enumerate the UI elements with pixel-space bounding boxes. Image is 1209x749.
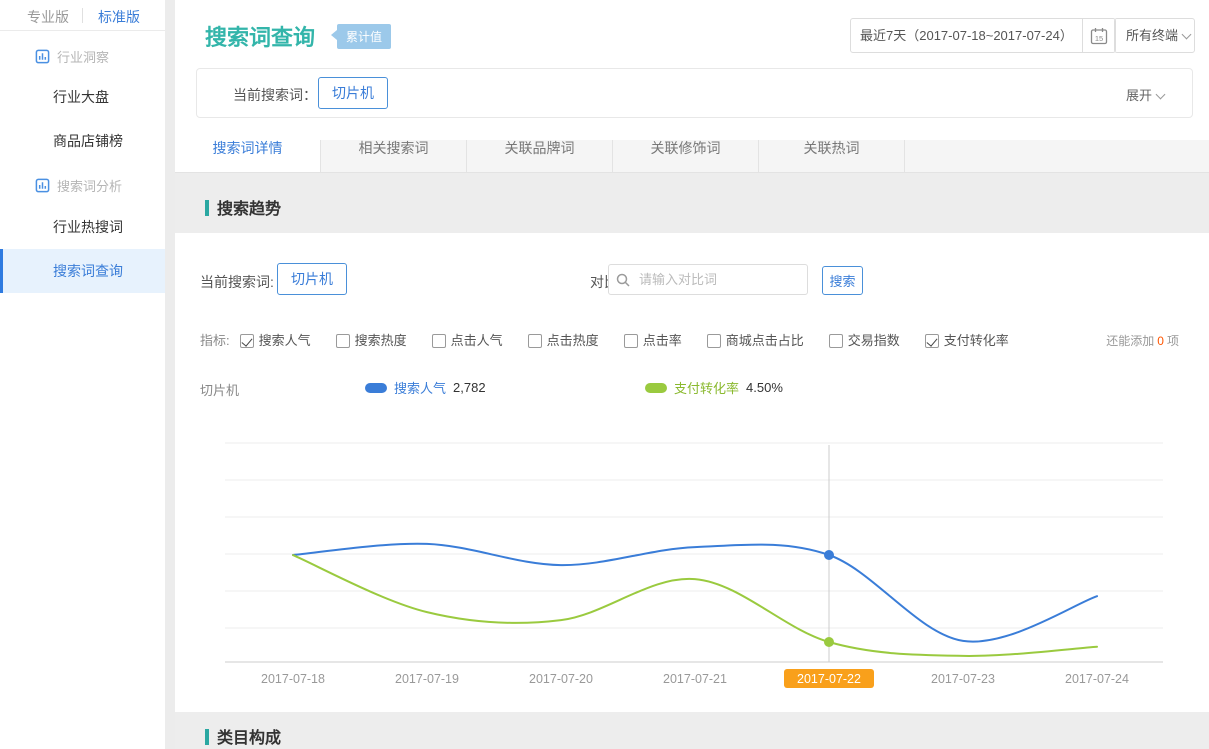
- sidebar-item-industry-hot-words[interactable]: 行业热搜词: [53, 219, 123, 235]
- section-label: 行业洞察: [57, 50, 110, 65]
- calendar-icon: 15: [1090, 27, 1107, 44]
- checkbox-icon: [706, 334, 721, 348]
- trend-current-word-label: 当前搜索词:: [200, 274, 274, 290]
- legend-series-payment-conversion: 支付转化率 4.50%: [645, 378, 783, 397]
- remaining-count-number: 0: [1157, 334, 1164, 348]
- tab-pro-version[interactable]: 专业版: [27, 9, 69, 25]
- checkbox-icon: [623, 334, 638, 348]
- trend-line-chart[interactable]: 2017-07-18 2017-07-19 2017-07-20 2017-07-21…: [205, 433, 1195, 695]
- trend-section-title: 搜索趋势: [205, 195, 281, 219]
- calendar-button[interactable]: 15: [1081, 19, 1115, 52]
- metrics-label: 指标:: [200, 333, 230, 348]
- metric-checkbox-click-popularity[interactable]: 点击人气: [431, 330, 503, 349]
- metric-checkbox-mall-click-share[interactable]: 商城点击占比: [706, 330, 804, 349]
- sidebar-item-search-word-query[interactable]: 搜索词查询: [0, 249, 165, 293]
- svg-text:2017-07-20: 2017-07-20: [529, 672, 593, 686]
- current-word-chip[interactable]: 切片机: [318, 77, 388, 109]
- sidebar-section-search-word-analysis: 搜索词分析: [35, 176, 122, 195]
- metric-checkbox-transaction-index[interactable]: 交易指数: [828, 330, 900, 349]
- expand-toggle[interactable]: 展开: [1126, 85, 1166, 104]
- terminal-select[interactable]: 所有终端: [1114, 18, 1195, 53]
- tab-related-brand-words[interactable]: 关联品牌词: [467, 140, 613, 172]
- category-section-title: 类目构成: [205, 724, 281, 748]
- legend-keyword: 切片机: [200, 383, 240, 398]
- search-button[interactable]: 搜索: [822, 266, 863, 295]
- date-range-text: 最近7天（2017-07-18~2017-07-24）: [860, 28, 1073, 43]
- metric-checkbox-search-heat[interactable]: 搜索热度: [335, 330, 407, 349]
- trend-current-word-chip[interactable]: 切片机: [277, 263, 347, 295]
- metrics-row: 指标: 搜索人气 搜索热度 点击人气 点击热度 点击率 商城点击占比 交易指数 …: [200, 330, 1034, 349]
- checkbox-icon: [924, 334, 939, 348]
- current-word-label: 当前搜索词：: [233, 87, 317, 103]
- svg-text:2017-07-18: 2017-07-18: [261, 672, 325, 686]
- svg-text:2017-07-21: 2017-07-21: [663, 672, 727, 686]
- metric-checkbox-search-popularity[interactable]: 搜索人气: [239, 330, 311, 349]
- legend-series-value: 2,782: [453, 380, 486, 395]
- svg-text:2017-07-22: 2017-07-22: [797, 672, 861, 686]
- checkbox-icon: [828, 334, 843, 348]
- category-section-band: 类目构成: [175, 712, 1209, 749]
- cumulative-value-badge: 累计值: [330, 24, 392, 49]
- legend-series-name: 搜索人气: [394, 381, 447, 396]
- svg-text:15: 15: [1095, 34, 1103, 43]
- sidebar-item-industry-board[interactable]: 行业大盘: [53, 89, 109, 105]
- trend-chart-area[interactable]: 2017-07-18 2017-07-19 2017-07-20 2017-07-21…: [205, 433, 1195, 695]
- page-title: 搜索词查询: [205, 25, 316, 50]
- tab-search-word-detail[interactable]: 搜索词详情: [175, 140, 321, 172]
- metric-checkbox-click-rate[interactable]: 点击率: [623, 330, 682, 349]
- report-icon: [35, 49, 50, 64]
- legend-marker-green: [645, 382, 667, 393]
- checkbox-icon: [431, 334, 446, 348]
- tab-related-hot-words[interactable]: 关联热词: [759, 140, 905, 172]
- main-content: 搜索词查询 累计值 最近7天（2017-07-18~2017-07-24） 15…: [175, 0, 1209, 749]
- checkbox-icon: [335, 334, 350, 348]
- tab-filler: [905, 140, 1209, 172]
- report-icon: [35, 178, 50, 193]
- sidebar-section-industry-insight: 行业洞察: [35, 47, 109, 66]
- terminal-select-value: 所有终端: [1126, 28, 1179, 43]
- trend-section-band: 搜索趋势: [175, 173, 1209, 233]
- legend-series-value: 4.50%: [746, 380, 783, 395]
- legend-series-name: 支付转化率: [674, 381, 740, 396]
- metric-checkbox-click-heat[interactable]: 点击热度: [527, 330, 599, 349]
- metric-checkbox-payment-conversion[interactable]: 支付转化率: [924, 330, 1009, 349]
- section-label: 搜索词分析: [57, 179, 123, 194]
- compare-word-input[interactable]: [608, 264, 808, 295]
- tab-standard-version[interactable]: 标准版: [98, 9, 140, 25]
- legend-marker-blue: [365, 382, 387, 393]
- sidebar-version-tabs: 专业版 标准版: [0, 0, 165, 31]
- sidebar: 专业版 标准版 行业洞察 行业大盘 商品店铺榜 搜索词分析 行业热搜词 搜索词查…: [0, 0, 165, 749]
- svg-text:2017-07-24: 2017-07-24: [1065, 672, 1129, 686]
- svg-text:2017-07-23: 2017-07-23: [931, 672, 995, 686]
- chevron-down-icon: [1155, 89, 1166, 100]
- detail-tabs: 搜索词详情 相关搜索词 关联品牌词 关联修饰词 关联热词: [175, 140, 1209, 173]
- checkbox-icon: [527, 334, 542, 348]
- current-search-word-bar: 当前搜索词： 切片机 展开: [196, 68, 1193, 118]
- checkbox-icon: [239, 334, 254, 348]
- date-range-picker[interactable]: 最近7天（2017-07-18~2017-07-24） 15: [850, 18, 1116, 53]
- tab-related-search-words[interactable]: 相关搜索词: [321, 140, 467, 172]
- divider: [82, 8, 83, 23]
- remaining-addable-count: 还能添加 0 项: [1106, 334, 1179, 348]
- svg-text:2017-07-19: 2017-07-19: [395, 672, 459, 686]
- legend-series-search-popularity: 搜索人气 2,782: [365, 378, 486, 397]
- search-icon: [616, 273, 630, 287]
- tab-related-modifier-words[interactable]: 关联修饰词: [613, 140, 759, 172]
- sidebar-item-product-shop-rank[interactable]: 商品店铺榜: [53, 133, 123, 149]
- chevron-down-icon: [1181, 29, 1192, 40]
